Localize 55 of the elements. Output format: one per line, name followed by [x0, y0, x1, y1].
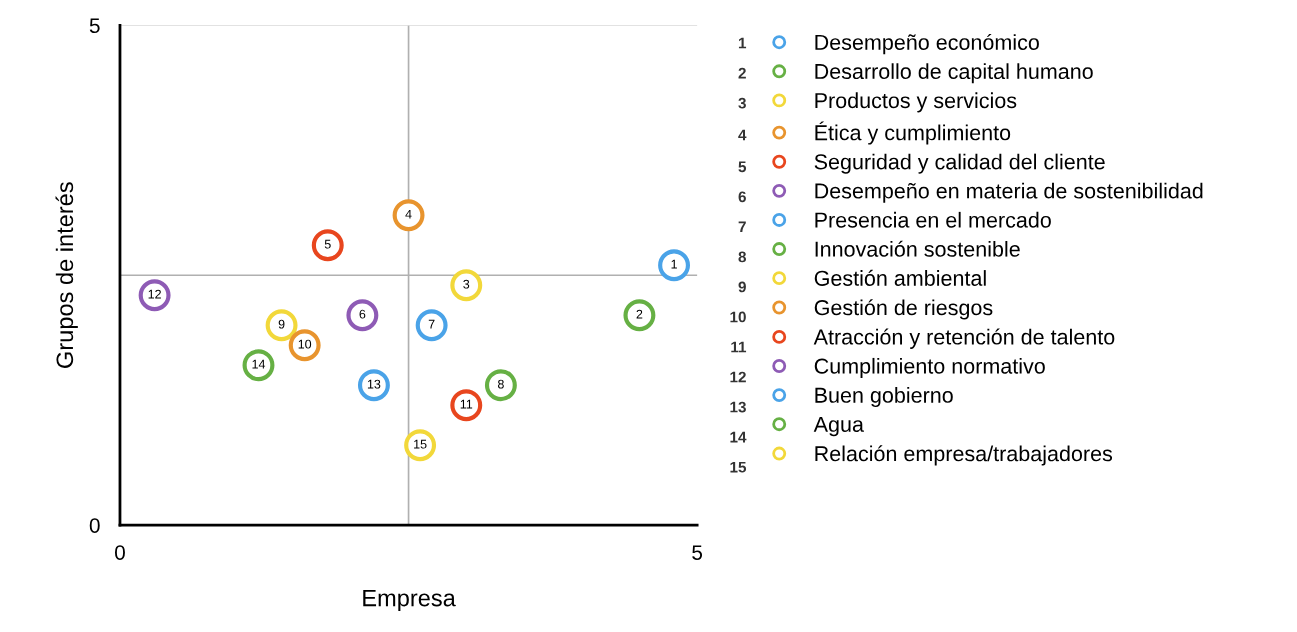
text: 12: [738, 37, 747, 79]
text: 10: [730, 311, 746, 323]
annotation: 4: [405, 209, 412, 219]
annotation: 2: [636, 309, 643, 319]
annotation: 1: [671, 259, 677, 269]
y-axis-title: Grupos de interés: [55, 182, 78, 368]
legend-label: Seguridad y calidad del cliente: [814, 153, 1105, 174]
annotation: 13: [367, 379, 381, 389]
legend-label: Relación empresa/trabajadores: [815, 445, 1113, 466]
annotation: 8: [497, 379, 504, 389]
text: 7: [738, 221, 746, 233]
text: 11: [731, 341, 747, 353]
legend-label: Productos y servicios: [815, 92, 1017, 113]
text: 15: [730, 461, 747, 473]
text: 9: [738, 281, 746, 293]
text: 4: [738, 129, 747, 141]
annotation: 7: [428, 319, 435, 329]
annotation: 6: [359, 309, 366, 319]
point: [484, 369, 517, 402]
text: 5: [738, 161, 747, 173]
annotation: 11: [460, 399, 473, 409]
x-axis-title: Empresa: [363, 589, 456, 612]
text: 13: [730, 401, 746, 413]
legend-label: Desempeño económico: [815, 33, 1039, 55]
point: [311, 229, 344, 262]
annotation: 10: [298, 339, 312, 349]
annotation: 12: [148, 289, 161, 299]
legend-label: Agua: [813, 416, 864, 437]
point: [265, 309, 298, 342]
annotation: 9: [278, 319, 285, 329]
legend-label: Desempeño en materia de sostenibilidad: [815, 182, 1203, 203]
annotation: 15: [414, 439, 427, 449]
legend-label: Buen gobierno: [815, 387, 953, 408]
point: [450, 269, 483, 302]
annotation: 14: [252, 359, 266, 369]
annotation: 5: [324, 239, 331, 249]
legend-label: Gestión de riesgos: [814, 299, 993, 320]
point: [392, 199, 425, 232]
legend-label: Desarrollo de capital humano: [815, 63, 1093, 84]
text: 6: [738, 191, 746, 203]
legend-label: Gestión ambiental: [814, 269, 986, 286]
legend-label: Innovación sostenible: [815, 240, 1020, 257]
text: 14: [730, 431, 747, 443]
text: 8: [738, 251, 747, 263]
point: [658, 249, 691, 282]
point: [346, 299, 379, 332]
annotation: 3: [463, 279, 470, 289]
point: [623, 299, 656, 332]
point: [415, 309, 448, 342]
legend-label: Atracción y retención de talento: [813, 328, 1115, 349]
legend-label: Ética y cumplimiento: [815, 121, 1011, 145]
legend-label: Cumplimiento normativo: [814, 357, 1045, 378]
legend-label: Presencia en el mercado: [815, 211, 1051, 228]
text: 12: [730, 371, 746, 383]
text: 3: [738, 97, 746, 109]
